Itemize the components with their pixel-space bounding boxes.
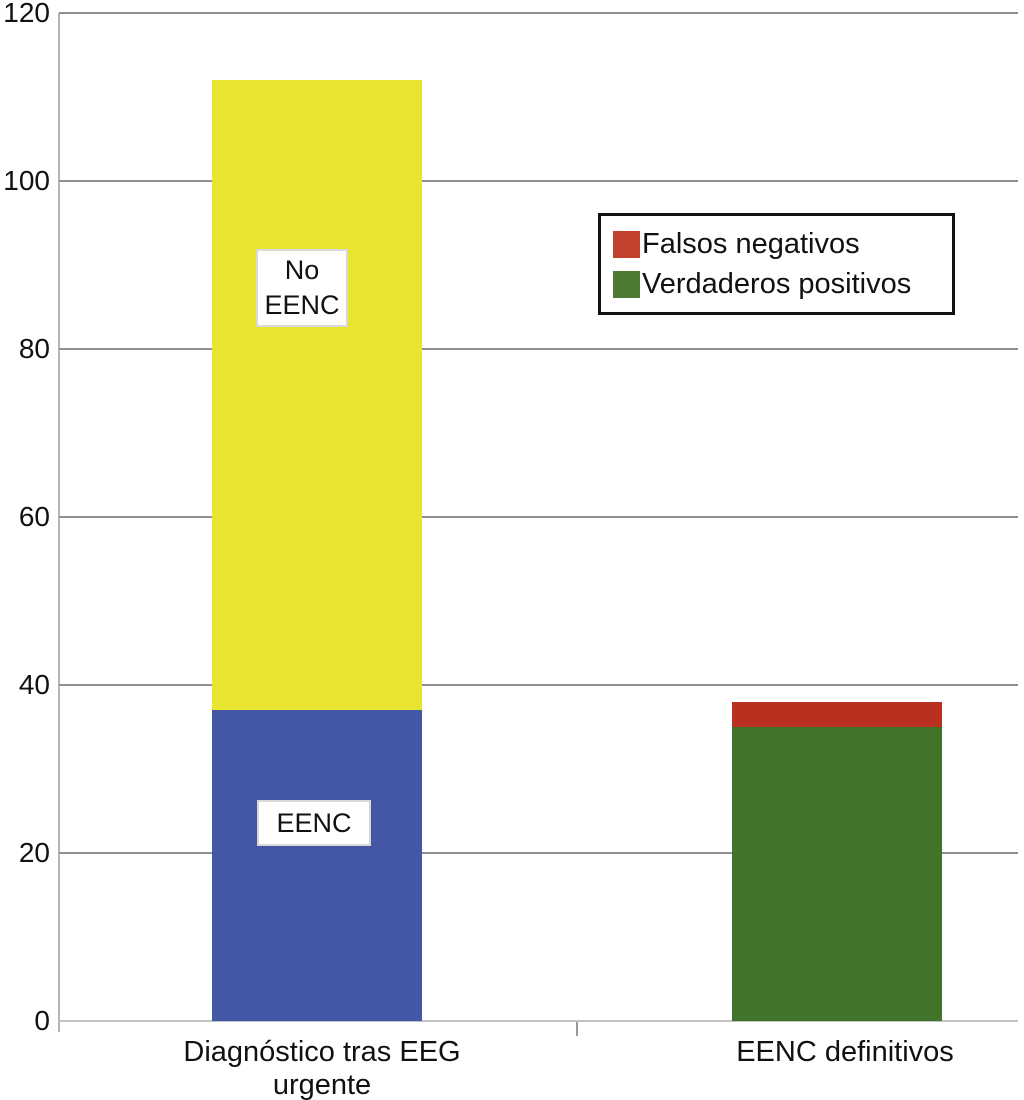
gridline-20 <box>59 852 1018 854</box>
y-tick-label-100: 100 <box>3 165 50 196</box>
legend-label: Falsos negativos <box>642 228 860 260</box>
bar-segment-verdaderos-positivos <box>732 727 942 1021</box>
x-tick-label-line: Diagnóstico tras EEG <box>183 1036 461 1068</box>
legend-entry-falsos-negativos: Falsos negativos <box>613 227 952 261</box>
gridline-100 <box>59 180 1018 182</box>
y-axis-line <box>58 13 60 1032</box>
bar-inner-label-line: EENC <box>276 807 352 838</box>
gridline-120 <box>59 12 1018 14</box>
bar-segment-falsos-negativos <box>732 701 942 727</box>
y-tick-label-20: 20 <box>18 837 50 868</box>
bar-inner-label-eenc: EENC <box>257 800 371 846</box>
bar-segment-no-eenc <box>212 80 422 711</box>
x-tick-label-line: EENC definitivos <box>736 1036 954 1068</box>
y-tick-label-60: 60 <box>18 501 50 532</box>
gridline-60 <box>59 516 1018 518</box>
y-tick-label-40: 40 <box>18 669 50 700</box>
x-tick-label-diagnostico: Diagnóstico tras EEG urgente <box>183 1036 460 1100</box>
y-tick-label-120: 120 <box>3 0 50 28</box>
gridline-40 <box>59 684 1018 686</box>
legend-swatch-green-icon <box>613 270 640 298</box>
gridline-0 <box>59 1020 1018 1022</box>
bar-inner-label-line: EENC <box>264 290 340 320</box>
bar-inner-label-no-eenc: No EENC <box>256 249 348 327</box>
x-axis-category-tick <box>576 1021 578 1036</box>
legend-swatch-red-icon <box>613 230 640 258</box>
y-tick-label-0: 0 <box>34 1005 50 1036</box>
bar-segment-eenc <box>212 710 422 1021</box>
gridline-80 <box>59 348 1018 350</box>
legend-entry-verdaderos-positivos: Verdaderos positivos <box>613 267 952 301</box>
y-tick-label-80: 80 <box>18 333 50 364</box>
x-tick-label-eenc-definitivos: EENC definitivos <box>736 1036 954 1069</box>
x-tick-label-line: urgente <box>272 1069 372 1100</box>
legend-label: Verdaderos positivos <box>642 268 912 300</box>
bar-inner-label-line: No <box>284 255 320 285</box>
legend: Falsos negativos Verdaderos positivos <box>598 213 955 315</box>
